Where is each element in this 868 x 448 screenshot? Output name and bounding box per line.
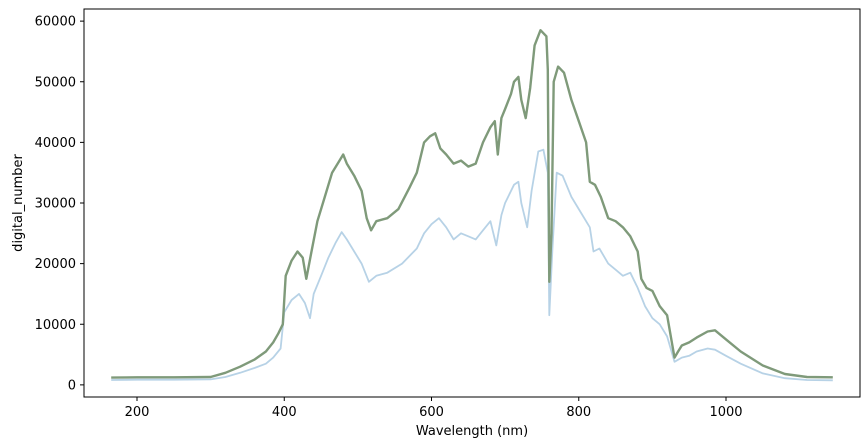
y-tick-label: 60000	[35, 15, 76, 30]
y-tick-label: 10000	[35, 318, 76, 333]
x-axis-ticks: 200 400 600 800 1000	[125, 397, 743, 420]
y-tick-label: 50000	[35, 75, 76, 90]
y-tick-label: 30000	[35, 197, 76, 212]
x-tick-label: 200	[125, 405, 150, 420]
x-axis-label: Wavelength (nm)	[416, 424, 528, 439]
x-tick-label: 400	[272, 405, 297, 420]
y-tick-label: 40000	[35, 136, 76, 151]
y-tick-label: 20000	[35, 257, 76, 272]
x-tick-label: 800	[566, 405, 591, 420]
y-axis-ticks: 0 10000 20000 30000 40000 50000 60000	[35, 15, 84, 393]
y-axis-label: digital_number	[11, 154, 26, 252]
y-tick-label: 0	[68, 378, 76, 393]
series-line-2	[111, 29, 833, 379]
series-line-1	[111, 148, 833, 382]
x-tick-label: 600	[419, 405, 444, 420]
plot-frame	[83, 8, 861, 398]
x-tick-label: 1000	[709, 405, 742, 420]
series-layer	[111, 29, 833, 382]
